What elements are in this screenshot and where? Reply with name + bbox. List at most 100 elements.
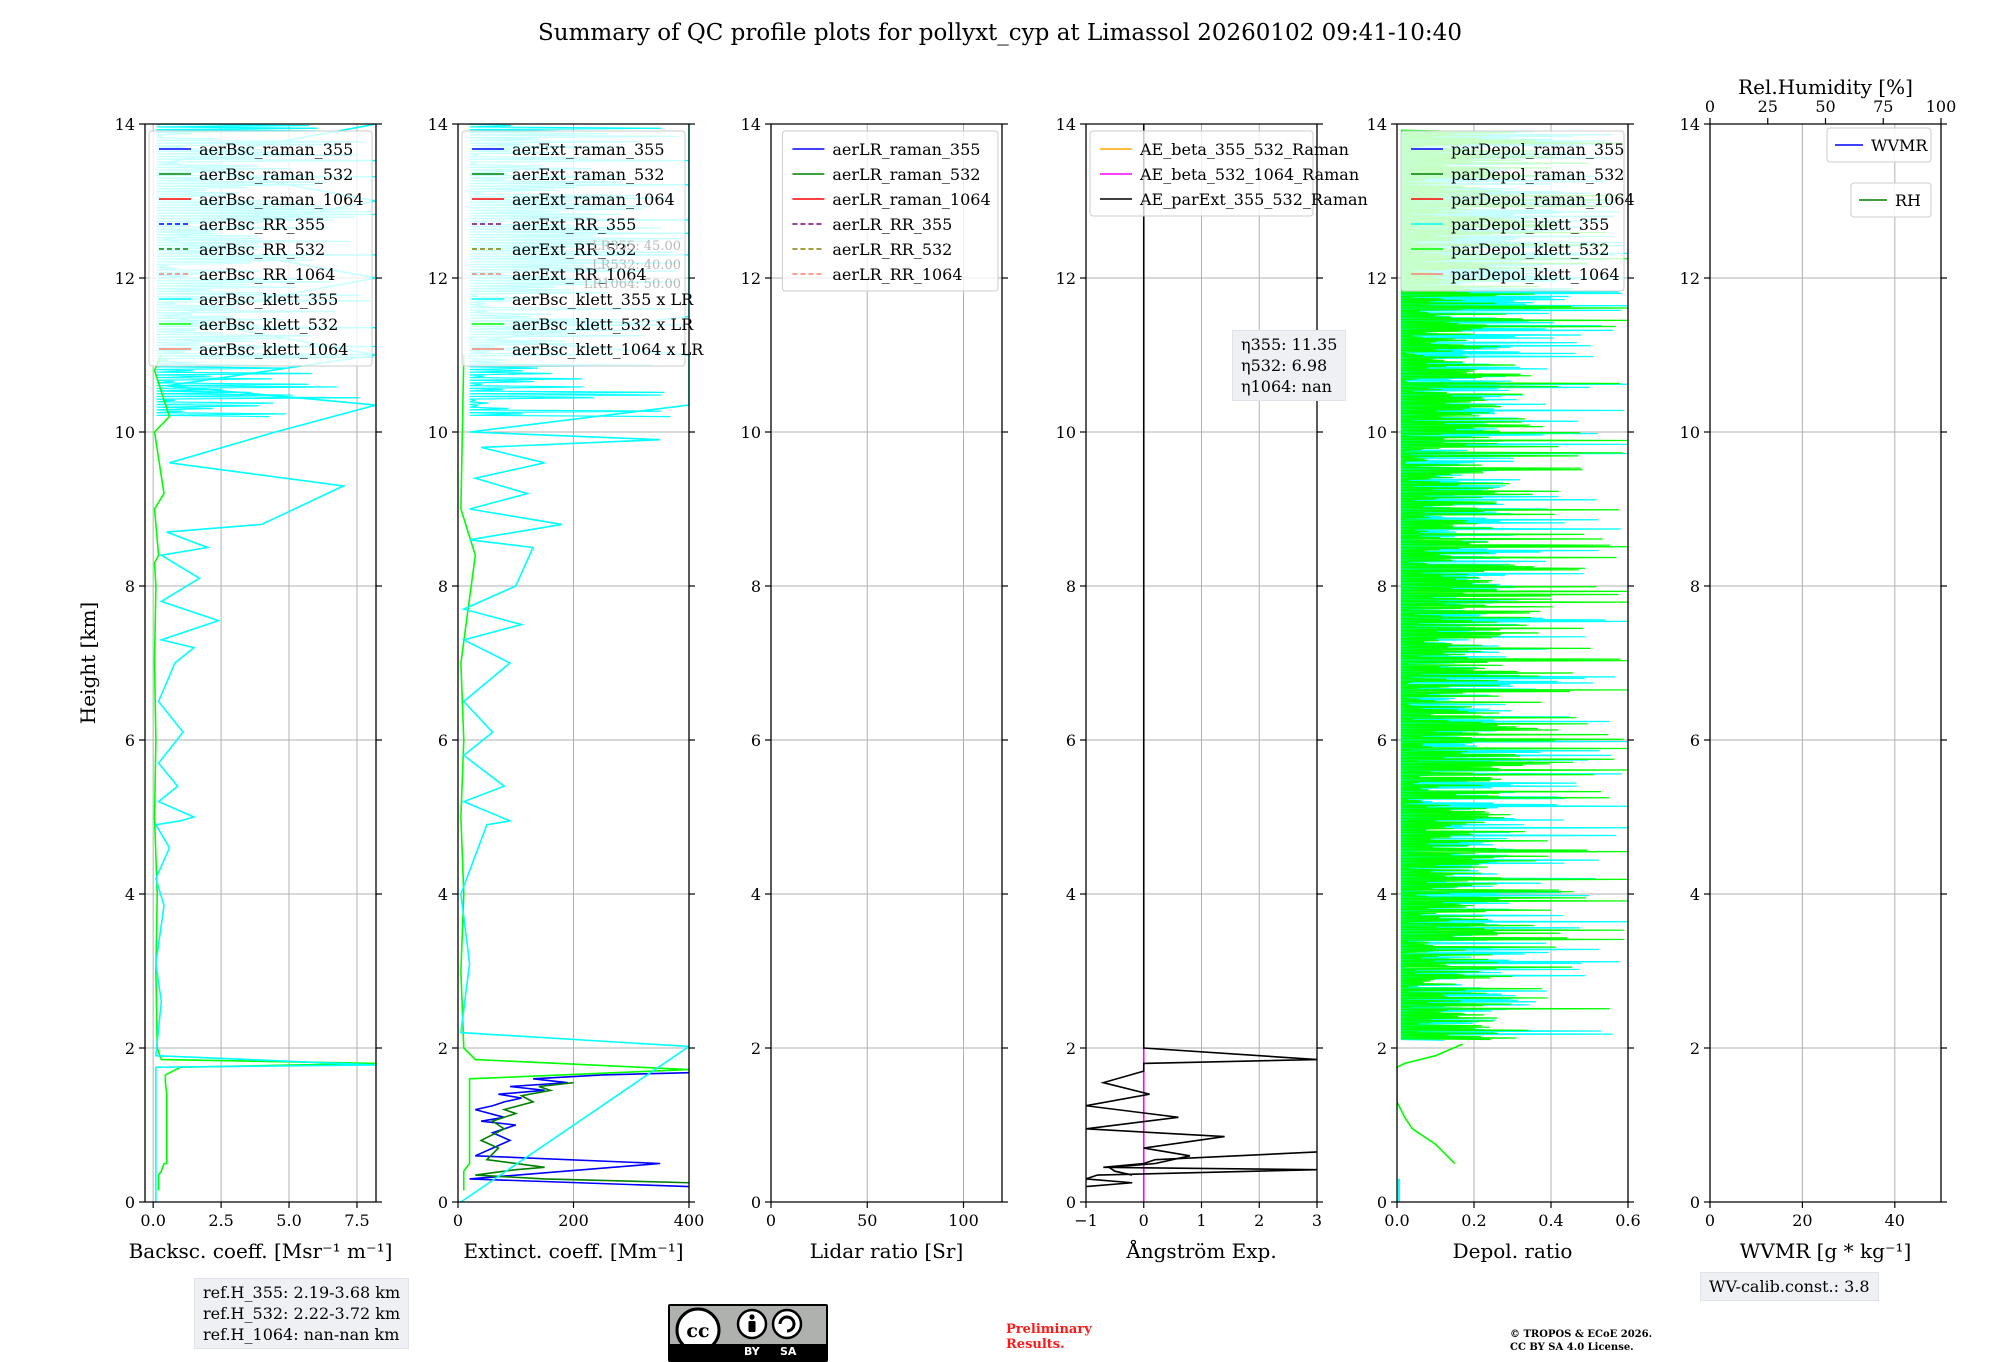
y-tick-label: 14 (1056, 115, 1076, 134)
ref-height-532: ref.H_532: 2.22-3.72 km (203, 1304, 401, 1323)
legend-label: aerBsc_RR_532 (199, 240, 325, 259)
y-tick-label: 12 (115, 269, 135, 288)
legend-lidar_ratio: aerLR_raman_355 aerLR_raman_532 aerLR_rama… (781, 130, 999, 292)
legend-label: aerBsc_RR_355 (199, 215, 325, 234)
y-tick-label: 4 (125, 885, 135, 904)
copyright-line-2: CC BY SA 4.0 License. (1510, 1342, 1634, 1353)
legend-backscatter: aerBsc_raman_355 aerBsc_raman_532 aerBsc_r… (148, 130, 373, 367)
x-tick-label: 200 (558, 1211, 589, 1230)
legend-label: aerBsc_klett_532 (199, 315, 338, 334)
legend-label: aerBsc_raman_1064 (199, 190, 364, 209)
y-tick-label: 2 (751, 1039, 761, 1058)
legend-label: WVMR (1871, 136, 1928, 155)
legend-box (461, 130, 686, 367)
series-aerBsc_klett_532 (153, 354, 376, 1191)
legend-label: aerExt_RR_1064 (512, 265, 647, 284)
series-AE_parExt_355_532_Ramanlower (1086, 1151, 1317, 1188)
legend-box (1850, 182, 1932, 218)
legend-box (1400, 130, 1625, 292)
lr-label: LR355: 45.00 (592, 239, 681, 254)
y-tick-label: 0 (1690, 1193, 1700, 1212)
legend-extinction: aerExt_raman_355 aerExt_raman_532 aerExt_r… (461, 130, 704, 367)
preliminary-line-1: Preliminary (1006, 1322, 1092, 1337)
x-tick-label: 0.0 (1384, 1211, 1409, 1230)
y-tick-label: 8 (125, 577, 135, 596)
y-tick-label: 4 (1066, 885, 1076, 904)
sa-icon (771, 1308, 803, 1340)
y-tick-label: 14 (1680, 115, 1700, 134)
panel-extinction: 0 2 4 6 8 10 12 14 0 200 400 Extinct. coeff. [Mm⁻¹]… (428, 115, 705, 1263)
wv-calib-box: WV-calib.const.: 3.8 (1700, 1272, 1879, 1301)
x-tick-label: −1 (1074, 1211, 1098, 1230)
y-tick-label: 2 (125, 1039, 135, 1058)
cc-badge-graphic: cc (675, 1307, 803, 1353)
cc-badge-strip (670, 1344, 826, 1360)
legend-label: aerExt_RR_532 (512, 240, 636, 259)
preliminary-line-2: Results. (1006, 1337, 1065, 1352)
legend-label: parDepol_raman_1064 (1451, 190, 1635, 209)
series-parDepol_klett_532 (1397, 1043, 1463, 1165)
x-axis-label: Backsc. coeff. [Msr⁻¹ m⁻¹] (129, 1239, 393, 1263)
legend-label: parDepol_klett_1064 (1451, 265, 1620, 284)
x-tick-label: 2.5 (208, 1211, 233, 1230)
y-tick-label: 12 (741, 269, 761, 288)
y-tick-label: 0 (438, 1193, 448, 1212)
legend-label: AE_beta_532_1064_Raman (1139, 165, 1359, 184)
y-tick-label: 10 (1680, 423, 1700, 442)
legend-label: aerLR_raman_532 (832, 165, 980, 184)
x-tick-label: 400 (674, 1211, 705, 1230)
sa-icon-arrow (778, 1315, 796, 1333)
preliminary-note: Preliminary Results. (1006, 1322, 1092, 1352)
y-tick-label: 10 (741, 423, 761, 442)
y-tick-label: 2 (1690, 1039, 1700, 1058)
legend-label: aerBsc_klett_355 (199, 290, 338, 309)
y-tick-label: 6 (438, 731, 448, 750)
legend-depol: parDepol_raman_355 parDepol_raman_532 parD… (1400, 130, 1635, 292)
y-tick-label: 14 (428, 115, 448, 134)
top-x-tick-label: 75 (1873, 97, 1893, 116)
y-tick-label: 0 (125, 1193, 135, 1212)
lr-label: LR1064: 50.00 (584, 277, 681, 292)
x-tick-label: 0.6 (1615, 1211, 1640, 1230)
series-aerBsc_klett_532xLR (460, 354, 689, 1191)
legend-label: parDepol_raman_532 (1451, 165, 1624, 184)
cc-by-label: BY (744, 1345, 760, 1358)
x-tick-label: 40 (1885, 1211, 1905, 1230)
ref-height-355: ref.H_355: 2.19-3.68 km (203, 1283, 401, 1302)
x-tick-label: 0 (453, 1211, 463, 1230)
legend-label: parDepol_klett_532 (1451, 240, 1609, 259)
x-tick-label: 0.4 (1538, 1211, 1563, 1230)
x-axis-label: Depol. ratio (1453, 1239, 1573, 1263)
y-tick-label: 4 (438, 885, 448, 904)
legend-label: aerLR_RR_1064 (832, 265, 962, 284)
legend-label: aerExt_raman_1064 (512, 190, 675, 209)
legend-box (1089, 130, 1314, 217)
top-x-tick-label: 50 (1815, 97, 1835, 116)
y-tick-label: 4 (1377, 885, 1387, 904)
y-tick-label: 8 (1690, 577, 1700, 596)
x-tick-label: 0 (766, 1211, 776, 1230)
legend-label: aerBsc_klett_1064 (199, 340, 348, 359)
cc-sa-label: SA (780, 1345, 797, 1358)
top-x-tick-label: 100 (1926, 97, 1957, 116)
legend-label: aerLR_raman_355 (832, 140, 980, 159)
y-tick-label: 10 (1367, 423, 1387, 442)
y-tick-label: 0 (751, 1193, 761, 1212)
copyright-note: © TROPOS & ECoE 2026. CC BY SA 4.0 Licen… (1510, 1328, 1652, 1354)
legend-label: parDepol_klett_355 (1451, 215, 1609, 234)
x-axis-label: WVMR [g * kg⁻¹] (1740, 1239, 1912, 1263)
panel-lidar_ratio: 0 2 4 6 8 10 12 14 0 50 100 Lidar ratio [Sr] aerLR_r… (741, 115, 1008, 1263)
x-tick-label: 0 (1139, 1211, 1149, 1230)
legend-label: AE_beta_355_532_Raman (1139, 140, 1349, 159)
x-tick-label: 0.2 (1461, 1211, 1486, 1230)
traces-angstrom (1086, 124, 1317, 1202)
ref-height-1064: ref.H_1064: nan-nan km (203, 1325, 400, 1344)
x-tick-label: 0 (1705, 1211, 1715, 1230)
y-axis-label: Height [km] (76, 602, 100, 724)
series-aerExt_raman_355 (469, 1071, 689, 1188)
y-tick-label: 8 (1066, 577, 1076, 596)
legend-label: AE_parExt_355_532_Raman (1139, 190, 1368, 209)
legend-label: aerLR_RR_532 (832, 240, 952, 259)
